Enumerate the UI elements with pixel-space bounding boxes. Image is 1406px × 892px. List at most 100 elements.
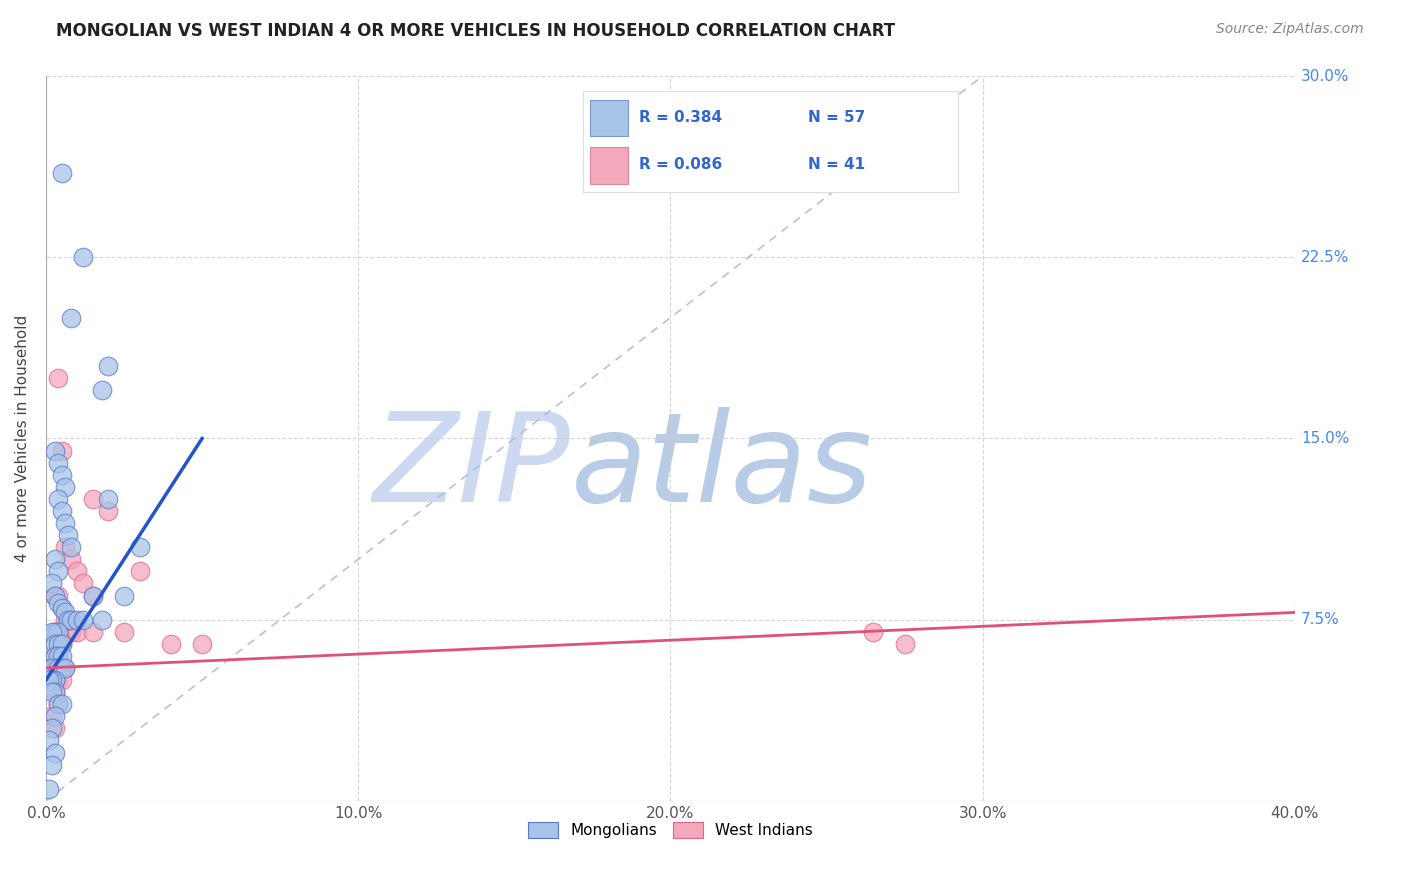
Point [38, 781, 60, 796]
Point [44, 673, 66, 687]
Point [44, 673, 66, 687]
Point [48, 661, 70, 675]
Point [41, 576, 63, 591]
Point [41, 624, 63, 639]
Point [51, 637, 73, 651]
Point [44, 746, 66, 760]
Point [48, 491, 70, 506]
Point [53, 606, 76, 620]
Point [112, 589, 135, 603]
Point [44, 685, 66, 699]
Point [48, 456, 70, 470]
Point [41, 661, 63, 675]
Text: 30.0%: 30.0% [1301, 69, 1350, 84]
Point [41, 685, 63, 699]
Point [53, 613, 76, 627]
Point [51, 600, 73, 615]
Point [48, 589, 70, 603]
Point [51, 648, 73, 663]
Point [56, 613, 79, 627]
Point [48, 697, 70, 711]
Point [48, 697, 70, 711]
Point [82, 624, 104, 639]
Text: atlas: atlas [571, 407, 873, 528]
Point [893, 637, 915, 651]
Point [59, 552, 82, 566]
Point [48, 637, 70, 651]
Point [128, 540, 150, 554]
Legend: Mongolians, West Indians: Mongolians, West Indians [522, 816, 820, 844]
Point [66, 613, 89, 627]
Point [44, 661, 66, 675]
Point [91, 383, 114, 397]
Text: 22.5%: 22.5% [1301, 250, 1350, 265]
Point [41, 661, 63, 675]
Point [48, 648, 70, 663]
Point [51, 443, 73, 458]
Point [82, 589, 104, 603]
Point [82, 589, 104, 603]
Point [97, 491, 120, 506]
Point [862, 624, 884, 639]
Point [44, 589, 66, 603]
Point [56, 528, 79, 542]
Point [51, 673, 73, 687]
Point [51, 661, 73, 675]
Point [59, 613, 82, 627]
Point [53, 480, 76, 494]
Point [82, 491, 104, 506]
Point [48, 673, 70, 687]
Point [59, 624, 82, 639]
Point [59, 540, 82, 554]
Point [48, 648, 70, 663]
Point [41, 722, 63, 736]
Point [51, 697, 73, 711]
Point [44, 709, 66, 723]
Point [128, 565, 150, 579]
Y-axis label: 4 or more Vehicles in Household: 4 or more Vehicles in Household [15, 315, 30, 562]
Point [48, 565, 70, 579]
Text: 7.5%: 7.5% [1301, 612, 1340, 627]
Point [41, 757, 63, 772]
Point [44, 661, 66, 675]
Point [72, 576, 94, 591]
Point [72, 613, 94, 627]
Point [51, 467, 73, 482]
Point [44, 648, 66, 663]
Point [44, 648, 66, 663]
Point [56, 613, 79, 627]
Point [51, 661, 73, 675]
Point [97, 359, 120, 373]
Point [48, 596, 70, 610]
Point [191, 637, 214, 651]
Point [44, 637, 66, 651]
Point [53, 661, 76, 675]
Point [48, 637, 70, 651]
Point [48, 624, 70, 639]
Text: 15.0%: 15.0% [1301, 431, 1350, 446]
Point [44, 443, 66, 458]
Point [59, 310, 82, 325]
Point [51, 600, 73, 615]
Point [51, 504, 73, 518]
Point [72, 250, 94, 264]
Point [41, 709, 63, 723]
Point [97, 504, 120, 518]
Point [44, 624, 66, 639]
Text: Source: ZipAtlas.com: Source: ZipAtlas.com [1216, 22, 1364, 37]
Point [112, 624, 135, 639]
Point [44, 722, 66, 736]
Point [53, 516, 76, 530]
Point [48, 661, 70, 675]
Point [38, 733, 60, 747]
Point [44, 673, 66, 687]
Point [44, 589, 66, 603]
Point [91, 613, 114, 627]
Point [53, 661, 76, 675]
Point [44, 552, 66, 566]
Point [53, 540, 76, 554]
Point [38, 673, 60, 687]
Point [66, 565, 89, 579]
Point [44, 685, 66, 699]
Text: ZIP: ZIP [373, 407, 571, 528]
